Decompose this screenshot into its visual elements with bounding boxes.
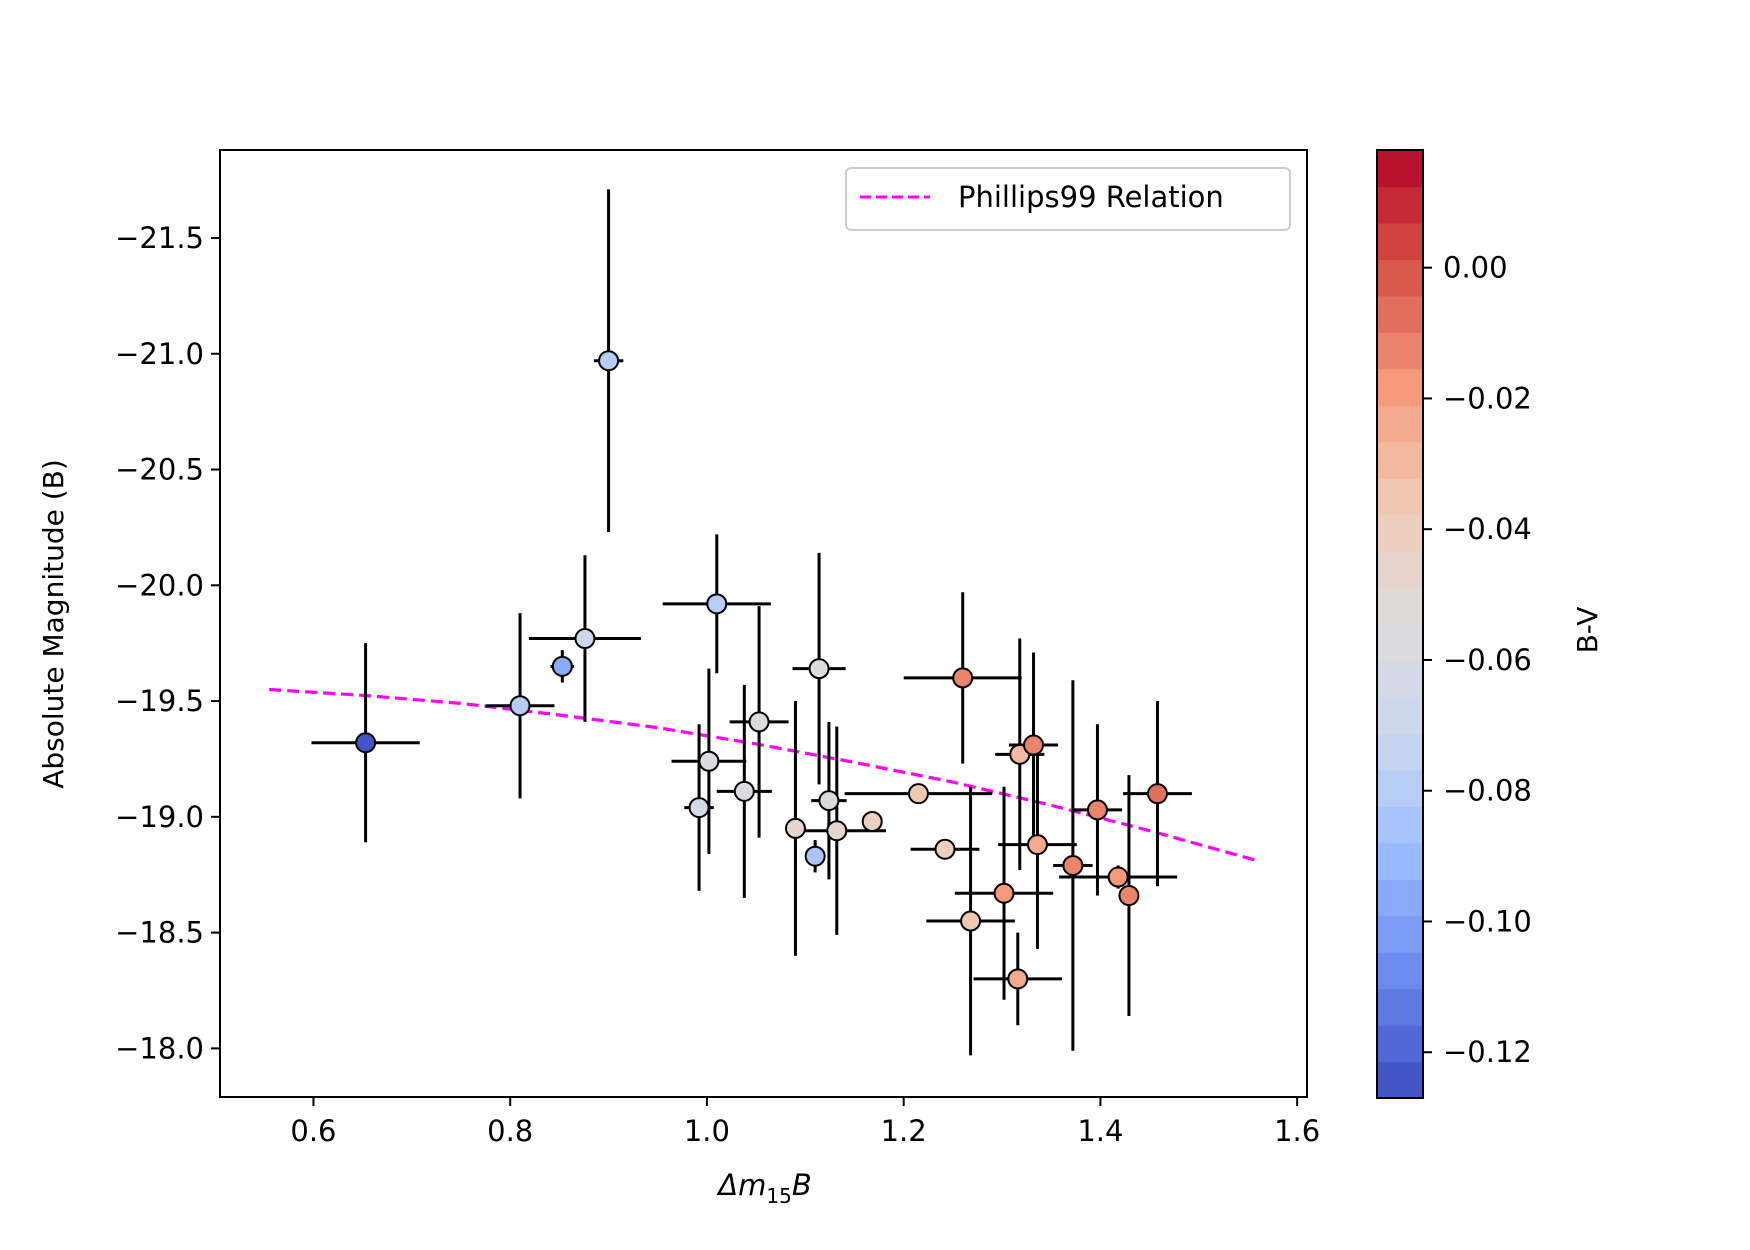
data-point-18 [934,838,956,860]
colorbar-band [1377,478,1423,516]
colorbar-bands [1377,150,1423,1099]
colorbar-band [1377,1025,1423,1063]
data-point-21 [993,882,1015,904]
colorbar-band [1377,696,1423,734]
phillips99-relation-line [269,687,1259,863]
y-tick-label: −18.5 [115,916,204,950]
data-point-19 [952,667,974,689]
colorbar-tick-label: −0.10 [1443,904,1532,938]
colorbar-band [1377,806,1423,844]
data-point-16 [861,810,883,832]
data-point-13 [808,658,830,680]
colorbar-band [1377,441,1423,479]
x-tick-label: 0.6 [290,1114,336,1148]
colorbar-band [1377,514,1423,552]
colorbar-tick-label: −0.02 [1443,381,1532,415]
y-tick-label: −19.0 [115,800,204,834]
axes-layer: 0.6 0.8 1.0 1.2 1.4 1.6 −21.5 −21.0 −20.5 −20.0 −1… [115,149,1320,1148]
data-point-17 [907,783,929,805]
data-point-28 [1107,866,1129,888]
legend: Phillips99 Relation [845,167,1291,231]
colorbar-band [1377,915,1423,953]
colorbar-tick-label: −0.06 [1443,643,1532,677]
data-point-4 [574,628,596,650]
x-tick-label: 0.8 [487,1114,533,1148]
colorbar: 0.00 −0.02 −0.04 −0.06 −0.08 −0.10 −0.12 B-V [1376,149,1604,1099]
colorbar-band [1377,733,1423,771]
colorbar-band [1377,769,1423,807]
colorbar-band [1377,551,1423,589]
data-point-1 [355,732,377,754]
data-point-7 [698,750,720,772]
x-axis-label-suffix: B [792,1168,812,1202]
x-axis-label-subscript: 15 [766,1184,791,1208]
colorbar-ticks: 0.00 −0.02 −0.04 −0.06 −0.08 −0.10 −0.12 [1423,251,1532,1069]
data-point-22 [1007,968,1029,990]
y-tick-label: −20.5 [115,453,204,487]
x-tick-label: 1.4 [1077,1114,1123,1148]
data-point-10 [748,711,770,733]
colorbar-tick-label: −0.08 [1443,774,1532,808]
marker-layer [355,350,1168,990]
plot-area [220,150,1307,1097]
data-point-3 [551,655,573,677]
y-tick-label: −21.0 [115,337,204,371]
y-tick-label: −21.5 [115,221,204,255]
data-point-20 [960,910,982,932]
y-tick-label: −18.0 [115,1031,204,1065]
data-point-27 [1086,799,1108,821]
data-point-25 [1026,834,1048,856]
x-tick-label: 1.0 [684,1114,730,1148]
data-point-8 [706,593,728,615]
colorbar-band [1377,368,1423,406]
plot-background [220,150,1307,1097]
data-point-11 [784,817,806,839]
colorbar-band [1377,660,1423,698]
colorbar-band [1377,879,1423,917]
colorbar-band [1377,1061,1423,1099]
phillips99-relation-layer [269,687,1259,863]
x-tick-label: 1.2 [881,1114,927,1148]
colorbar-band [1377,405,1423,443]
data-point-15 [826,820,848,842]
data-point-9 [733,780,755,802]
colorbar-band [1377,624,1423,662]
data-point-30 [1146,783,1168,805]
data-point-5 [598,350,620,372]
data-point-29 [1118,885,1140,907]
colorbar-band [1377,295,1423,333]
x-axis-label-prefix: Δm [716,1168,766,1202]
x-axis-label: Δm15B [716,1168,811,1208]
colorbar-label: B-V [1571,607,1604,654]
legend-label: Phillips99 Relation [958,180,1224,214]
colorbar-tick-label: −0.12 [1443,1035,1532,1069]
colorbar-tick-label: 0.00 [1443,251,1508,285]
x-tick-label: 1.6 [1274,1114,1320,1148]
data-point-12 [804,845,826,867]
colorbar-band [1377,332,1423,370]
y-axis-label: Absolute Magnitude (B) [37,459,70,789]
data-point-24 [1023,734,1045,756]
data-point-2 [509,695,531,717]
y-tick-label: −20.0 [115,568,204,602]
colorbar-tick-label: −0.04 [1443,512,1532,546]
y-tick-label: −19.5 [115,684,204,718]
legend-box [845,167,1291,231]
data-point-6 [688,797,710,819]
colorbar-band [1377,587,1423,625]
colorbar-band [1377,988,1423,1026]
colorbar-band [1377,952,1423,990]
colorbar-band [1377,842,1423,880]
data-point-14 [818,790,840,812]
plot-frame [219,149,1308,1098]
colorbar-frame [1376,149,1424,1099]
colorbar-band [1377,150,1423,188]
colorbar-band [1377,259,1423,297]
data-point-26 [1062,854,1084,876]
colorbar-band [1377,186,1423,224]
colorbar-band [1377,222,1423,260]
